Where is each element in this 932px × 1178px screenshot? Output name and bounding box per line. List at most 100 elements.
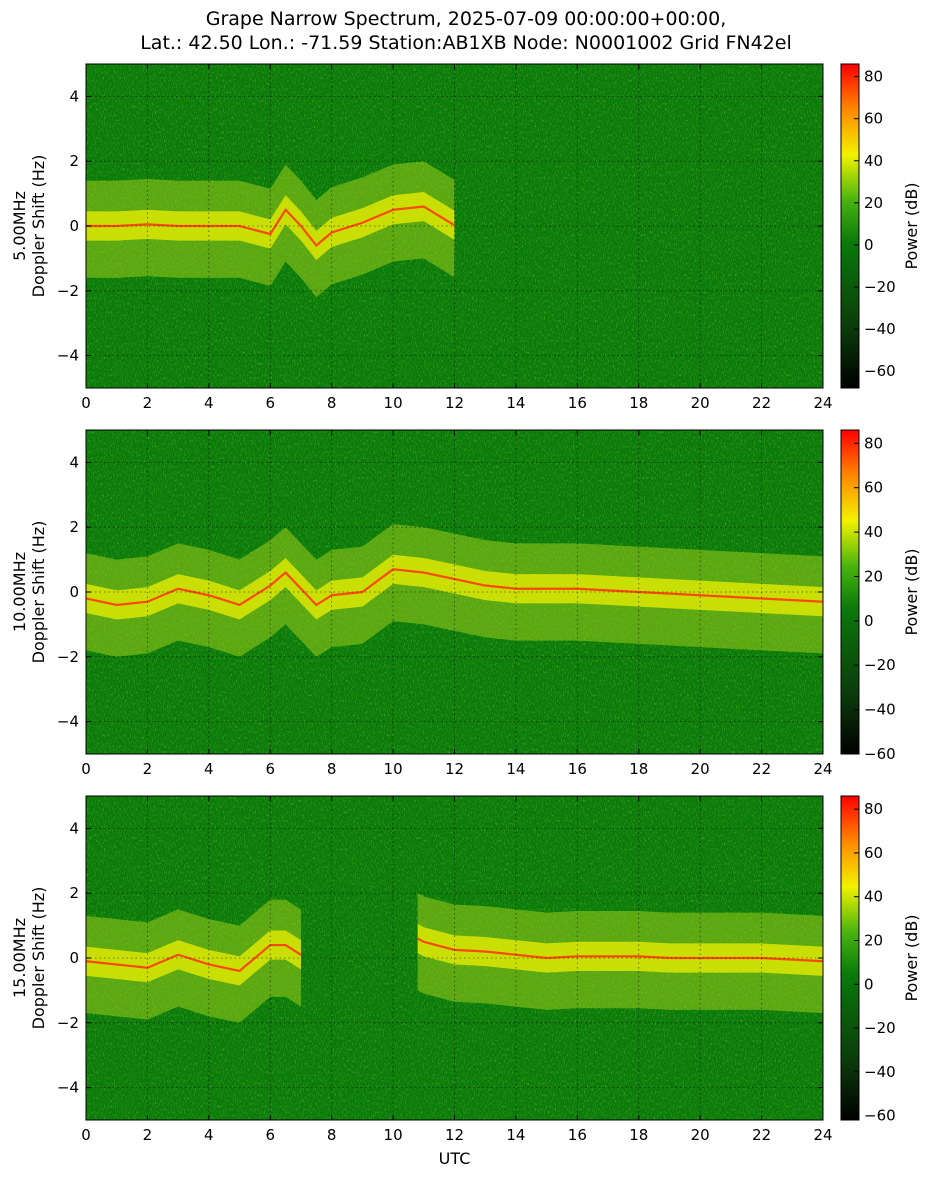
- chart-title-line-2: Lat.: 42.50 Lon.: -71.59 Station:AB1XB N…: [140, 32, 792, 54]
- y-tick-label: −2: [57, 282, 79, 300]
- colorbar-tick-label: 20: [864, 931, 883, 949]
- chart-title-line-1: Grape Narrow Spectrum, 2025-07-09 00:00:…: [205, 8, 727, 30]
- y-tick-label: 4: [69, 819, 79, 837]
- colorbar-tick-label: 0: [864, 612, 874, 630]
- colorbar-label: Power (dB): [902, 548, 921, 635]
- signal-core: [417, 923, 823, 976]
- y-tick-label: 2: [69, 884, 79, 902]
- colorbar-tick-label: 60: [864, 479, 883, 497]
- x-tick-label: 24: [813, 1126, 832, 1144]
- x-tick-label: 22: [752, 760, 771, 778]
- y-tick-label: −4: [57, 1079, 79, 1097]
- x-tick-label: 24: [813, 394, 832, 412]
- x-tick-label: 22: [752, 1126, 771, 1144]
- colorbar-tick-label: 40: [864, 888, 883, 906]
- x-tick-label: 6: [265, 1126, 275, 1144]
- x-tick-label: 8: [327, 760, 337, 778]
- x-tick-label: 10: [384, 760, 403, 778]
- x-tick-label: 18: [629, 1126, 648, 1144]
- colorbar-tick-label: 0: [864, 236, 874, 254]
- colorbar-label: Power (dB): [902, 182, 921, 269]
- y-axis-label-freq: 5.00MHz: [10, 191, 29, 261]
- y-tick-label: −2: [57, 1014, 79, 1032]
- y-tick-label: 4: [69, 453, 79, 471]
- y-tick-label: −2: [57, 648, 79, 666]
- signal-core: [86, 930, 301, 986]
- x-tick-label: 4: [204, 1126, 214, 1144]
- x-tick-label: 0: [81, 394, 91, 412]
- y-tick-label: 0: [69, 583, 79, 601]
- x-tick-label: 14: [506, 394, 525, 412]
- y-tick-label: −4: [57, 713, 79, 731]
- colorbar-tick-label: 80: [864, 800, 883, 818]
- colorbar-tick-label: −40: [864, 701, 896, 719]
- plot-frame: [85, 63, 824, 389]
- x-tick-label: 20: [691, 394, 710, 412]
- colorbar-tick-label: 40: [864, 152, 883, 170]
- y-axis-label-doppler: Doppler Shift (Hz): [29, 155, 48, 298]
- x-tick-label: 0: [81, 760, 91, 778]
- carrier-trace-0: [85, 943, 302, 973]
- x-tick-label: 8: [327, 1126, 337, 1144]
- x-tick-label: 14: [506, 1126, 525, 1144]
- colorbar-tick-label: 80: [864, 68, 883, 86]
- colorbar-tick-label: 20: [864, 194, 883, 212]
- x-tick-label: 16: [568, 1126, 587, 1144]
- x-tick-label: 2: [143, 1126, 153, 1144]
- y-tick-label: −4: [57, 347, 79, 365]
- x-tick-label: 2: [143, 394, 153, 412]
- x-tick-label: 24: [813, 760, 832, 778]
- y-tick-label: 2: [69, 152, 79, 170]
- x-tick-label: 4: [204, 760, 214, 778]
- x-tick-label: 0: [81, 1126, 91, 1144]
- x-tick-label: 14: [506, 760, 525, 778]
- x-tick-label: 2: [143, 760, 153, 778]
- colorbar-tick-label: 60: [864, 110, 883, 128]
- x-tick-label: 22: [752, 394, 771, 412]
- y-tick-label: 0: [69, 217, 79, 235]
- x-tick-label: 20: [691, 1126, 710, 1144]
- x-axis-label: UTC: [439, 1149, 471, 1168]
- x-tick-label: 4: [204, 394, 214, 412]
- x-tick-label: 18: [629, 760, 648, 778]
- x-tick-label: 20: [691, 760, 710, 778]
- carrier-trace-0: [85, 568, 824, 607]
- x-tick-label: 12: [445, 394, 464, 412]
- x-tick-label: 16: [568, 760, 587, 778]
- colorbar-tick-label: −60: [864, 745, 896, 763]
- colorbar-tick-label: −20: [864, 278, 896, 296]
- colorbar-label: Power (dB): [902, 914, 921, 1001]
- x-tick-label: 10: [384, 394, 403, 412]
- x-tick-label: 18: [629, 394, 648, 412]
- y-axis-label-freq: 10.00MHz: [10, 552, 29, 632]
- x-tick-label: 12: [445, 1126, 464, 1144]
- colorbar: [840, 429, 860, 755]
- carrier-trace-1: [417, 937, 824, 963]
- y-axis-label-freq: 15.00MHz: [10, 918, 29, 998]
- y-axis-label-doppler: Doppler Shift (Hz): [29, 887, 48, 1030]
- x-tick-label: 6: [265, 394, 275, 412]
- colorbar: [840, 63, 860, 389]
- colorbar-tick-label: −40: [864, 1063, 896, 1081]
- colorbar: [840, 795, 860, 1121]
- y-tick-label: 0: [69, 949, 79, 967]
- x-tick-label: 16: [568, 394, 587, 412]
- colorbar-tick-label: −60: [864, 1107, 896, 1125]
- x-tick-label: 6: [265, 760, 275, 778]
- x-tick-label: 8: [327, 394, 337, 412]
- colorbar-tick-label: 0: [864, 975, 874, 993]
- y-axis-label-doppler: Doppler Shift (Hz): [29, 521, 48, 664]
- colorbar-tick-label: 80: [864, 434, 883, 452]
- colorbar-tick-label: −20: [864, 656, 896, 674]
- x-tick-label: 10: [384, 1126, 403, 1144]
- plot-frame: [85, 429, 824, 755]
- colorbar-tick-label: −40: [864, 320, 896, 338]
- colorbar-tick-label: 20: [864, 567, 883, 585]
- y-tick-label: 4: [69, 87, 79, 105]
- colorbar-tick-label: −20: [864, 1019, 896, 1037]
- colorbar-tick-label: 40: [864, 523, 883, 541]
